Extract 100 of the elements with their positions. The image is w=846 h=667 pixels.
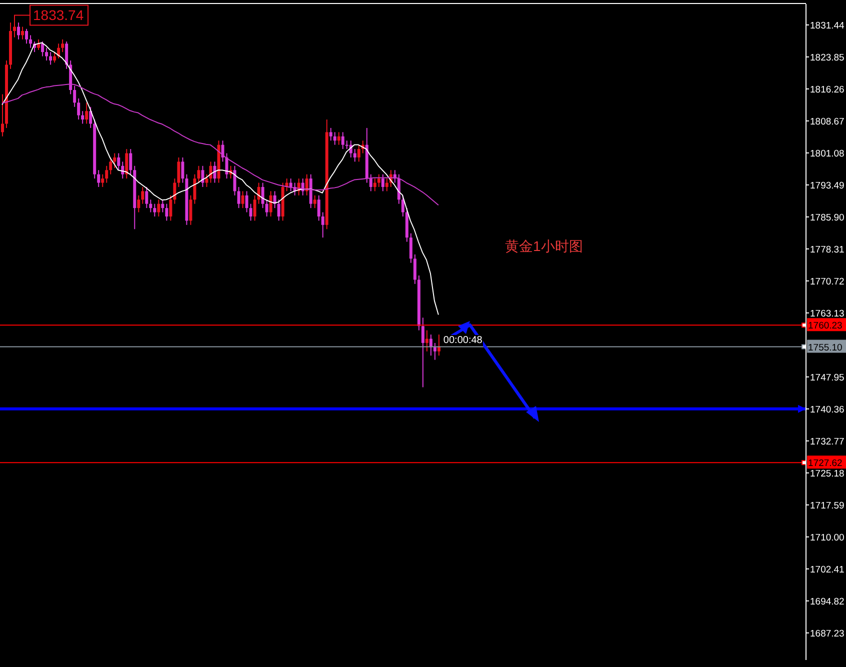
- candlestick: [213, 161, 216, 184]
- candlestick: [157, 199, 160, 217]
- y-tick-label: 1816.26: [810, 84, 844, 96]
- candlestick: [321, 212, 324, 238]
- candlestick: [305, 174, 308, 196]
- candlestick: [373, 178, 376, 192]
- candlestick: [277, 199, 280, 222]
- candlestick: [89, 106, 92, 128]
- candlestick: [141, 186, 144, 204]
- line-series: [2, 42, 439, 316]
- candlestick: [341, 132, 344, 150]
- candlestick: [61, 38, 64, 53]
- line-series: [2, 84, 439, 206]
- candlestick: [49, 52, 52, 66]
- y-tick-label: 1793.49: [810, 180, 844, 192]
- candlestick: [73, 85, 76, 108]
- candlestick: [333, 132, 336, 146]
- candlestick: [65, 41, 68, 70]
- y-tick-label: 1808.67: [810, 116, 844, 128]
- candlestick: [425, 330, 428, 352]
- ref-line-label: 1755.10: [808, 342, 842, 354]
- candlestick: [25, 28, 28, 44]
- y-tick-label: 1740.36: [810, 404, 844, 416]
- candlestick: [37, 38, 40, 50]
- candlestick: [433, 342, 436, 360]
- y-tick-label: 1702.41: [810, 564, 844, 576]
- candlestick: [81, 110, 84, 124]
- candlestick: [181, 156, 184, 184]
- y-tick-label: 1687.23: [810, 628, 844, 640]
- candlestick: [41, 41, 44, 57]
- candlestick: [21, 26, 24, 40]
- candlestick: [189, 194, 192, 226]
- candlestick: [85, 102, 88, 124]
- candlestick: [381, 174, 384, 192]
- y-tick-label: 1801.08: [810, 148, 844, 160]
- candlestick: [253, 194, 256, 222]
- candlestick: [125, 148, 128, 180]
- candlestick: [169, 194, 172, 222]
- y-tick-label: 1763.13: [810, 308, 844, 320]
- candlestick: [29, 34, 32, 48]
- y-tick-label: 1732.77: [810, 436, 844, 448]
- candlestick: [317, 194, 320, 222]
- candlestick: [225, 152, 228, 180]
- candlestick: [153, 203, 156, 217]
- candlestick: [233, 165, 236, 196]
- candlestick: [385, 178, 388, 192]
- candlestick: [237, 186, 240, 209]
- candlestick: [145, 186, 148, 209]
- candlestick: [413, 254, 416, 284]
- candlestick: [205, 174, 208, 188]
- candlestick: [429, 334, 432, 356]
- candlestick: [129, 148, 132, 175]
- candlestick: [401, 194, 404, 217]
- y-tick-label: 1710.00: [810, 532, 844, 544]
- candlestick: [241, 190, 244, 209]
- candlestick: [177, 156, 180, 188]
- candlestick: [261, 182, 264, 209]
- y-tick-label: 1694.82: [810, 596, 844, 608]
- candlestick: [337, 132, 340, 146]
- candlestick: [1, 94, 4, 137]
- candlestick: [421, 317, 424, 388]
- candlestick: [149, 199, 152, 213]
- candlestick: [201, 165, 204, 188]
- candlestick: [77, 98, 80, 120]
- candlestick: [289, 178, 292, 192]
- y-tick-label: 1778.31: [810, 244, 844, 256]
- candlestick: [113, 152, 116, 168]
- candlestick: [109, 156, 112, 175]
- text: 黄金1小时图: [505, 238, 583, 256]
- candlestick: [137, 194, 140, 213]
- candlestick: [165, 203, 168, 222]
- candlestick: [265, 199, 268, 217]
- candlestick: [409, 232, 412, 264]
- candlestick: [117, 152, 120, 171]
- candlestick: [161, 199, 164, 213]
- y-tick-label: 1725.18: [810, 468, 844, 480]
- candlestick: [353, 148, 356, 162]
- annotation: 1833.74: [33, 7, 84, 24]
- y-tick-label: 1747.95: [810, 372, 844, 384]
- candlestick: [369, 174, 372, 192]
- candlestick: [397, 174, 400, 204]
- candlestick: [329, 127, 332, 142]
- candlestick: [249, 203, 252, 222]
- candlestick: [45, 47, 48, 61]
- candlestick: [313, 194, 316, 209]
- candlestick: [377, 174, 380, 188]
- candlestick: [53, 52, 56, 64]
- candlestick: [97, 170, 100, 188]
- candlestick: [193, 174, 196, 204]
- y-tick-label: 1785.90: [810, 212, 844, 224]
- candlestick: [105, 165, 108, 184]
- candlestick: [173, 178, 176, 204]
- ref-line-label: 1727.62: [808, 458, 842, 470]
- y-tick-label: 1717.59: [810, 500, 844, 512]
- candlestick: [269, 190, 272, 217]
- candlestick: [17, 22, 20, 40]
- candlestick: [197, 165, 200, 184]
- y-tick-label: 1770.72: [810, 276, 844, 288]
- candlestick: [101, 174, 104, 188]
- candlestick: [357, 144, 360, 162]
